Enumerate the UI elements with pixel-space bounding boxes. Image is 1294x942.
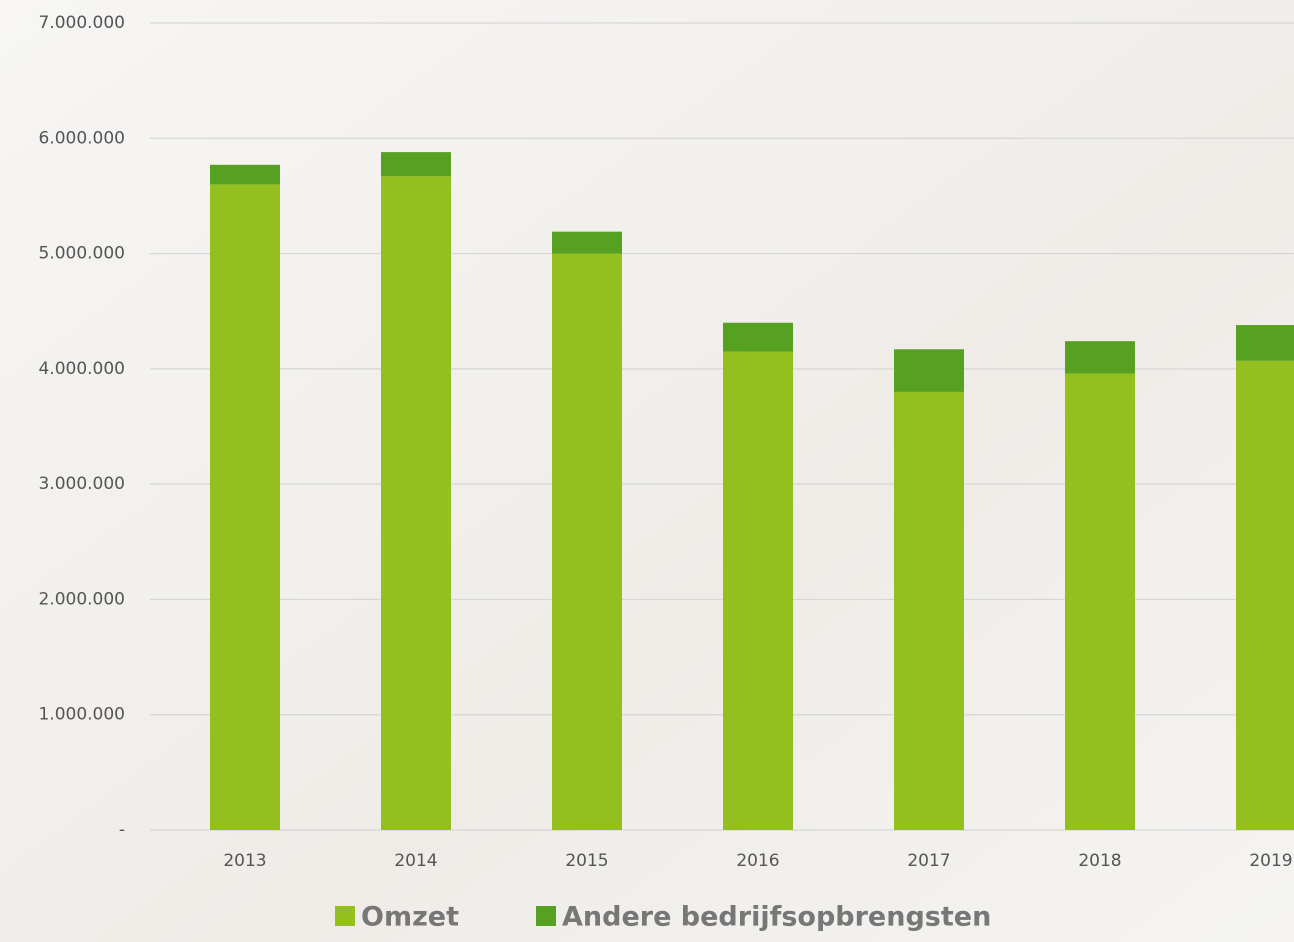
legend-label: Andere bedrijfsopbrengsten xyxy=(562,902,991,933)
y-tick-label: 5.000.000 xyxy=(38,244,125,264)
bar-segment xyxy=(894,349,964,392)
bar-segment xyxy=(552,254,622,830)
y-tick-label: 6.000.000 xyxy=(38,128,125,148)
y-tick-label: - xyxy=(119,820,125,840)
bar-segment xyxy=(723,323,793,352)
bar-segment xyxy=(381,176,451,830)
y-tick-label: 1.000.000 xyxy=(38,705,125,725)
bar-segment xyxy=(210,184,280,830)
x-tick-label: 2015 xyxy=(565,851,608,871)
bar-segment xyxy=(894,392,964,830)
bar-segment xyxy=(552,232,622,254)
y-tick-label: 4.000.000 xyxy=(38,359,125,379)
bar-segment xyxy=(1236,361,1294,830)
y-tick-label: 3.000.000 xyxy=(38,474,125,494)
chart: - 1.000.000 2.000.000 3.000.000 4.000.000 5.0… xyxy=(0,0,1294,942)
x-tick-label: 2017 xyxy=(907,851,950,871)
x-tick-label: 2019 xyxy=(1249,851,1292,871)
y-tick-label: 2.000.000 xyxy=(38,589,125,609)
bar-segment xyxy=(381,152,451,176)
bar-segment xyxy=(723,352,793,830)
legend-label: Omzet xyxy=(361,902,459,933)
bar-segment xyxy=(1065,341,1135,373)
bar-segment xyxy=(210,165,280,185)
x-tick-label: 2018 xyxy=(1078,851,1121,871)
x-tick-label: 2014 xyxy=(394,851,437,871)
legend-swatch xyxy=(335,906,355,926)
x-tick-label: 2013 xyxy=(223,851,266,871)
bar-segment xyxy=(1065,373,1135,830)
y-tick-label: 7.000.000 xyxy=(38,13,125,33)
bar-segment xyxy=(1236,325,1294,361)
x-tick-label: 2016 xyxy=(736,851,779,871)
legend-swatch xyxy=(536,906,556,926)
